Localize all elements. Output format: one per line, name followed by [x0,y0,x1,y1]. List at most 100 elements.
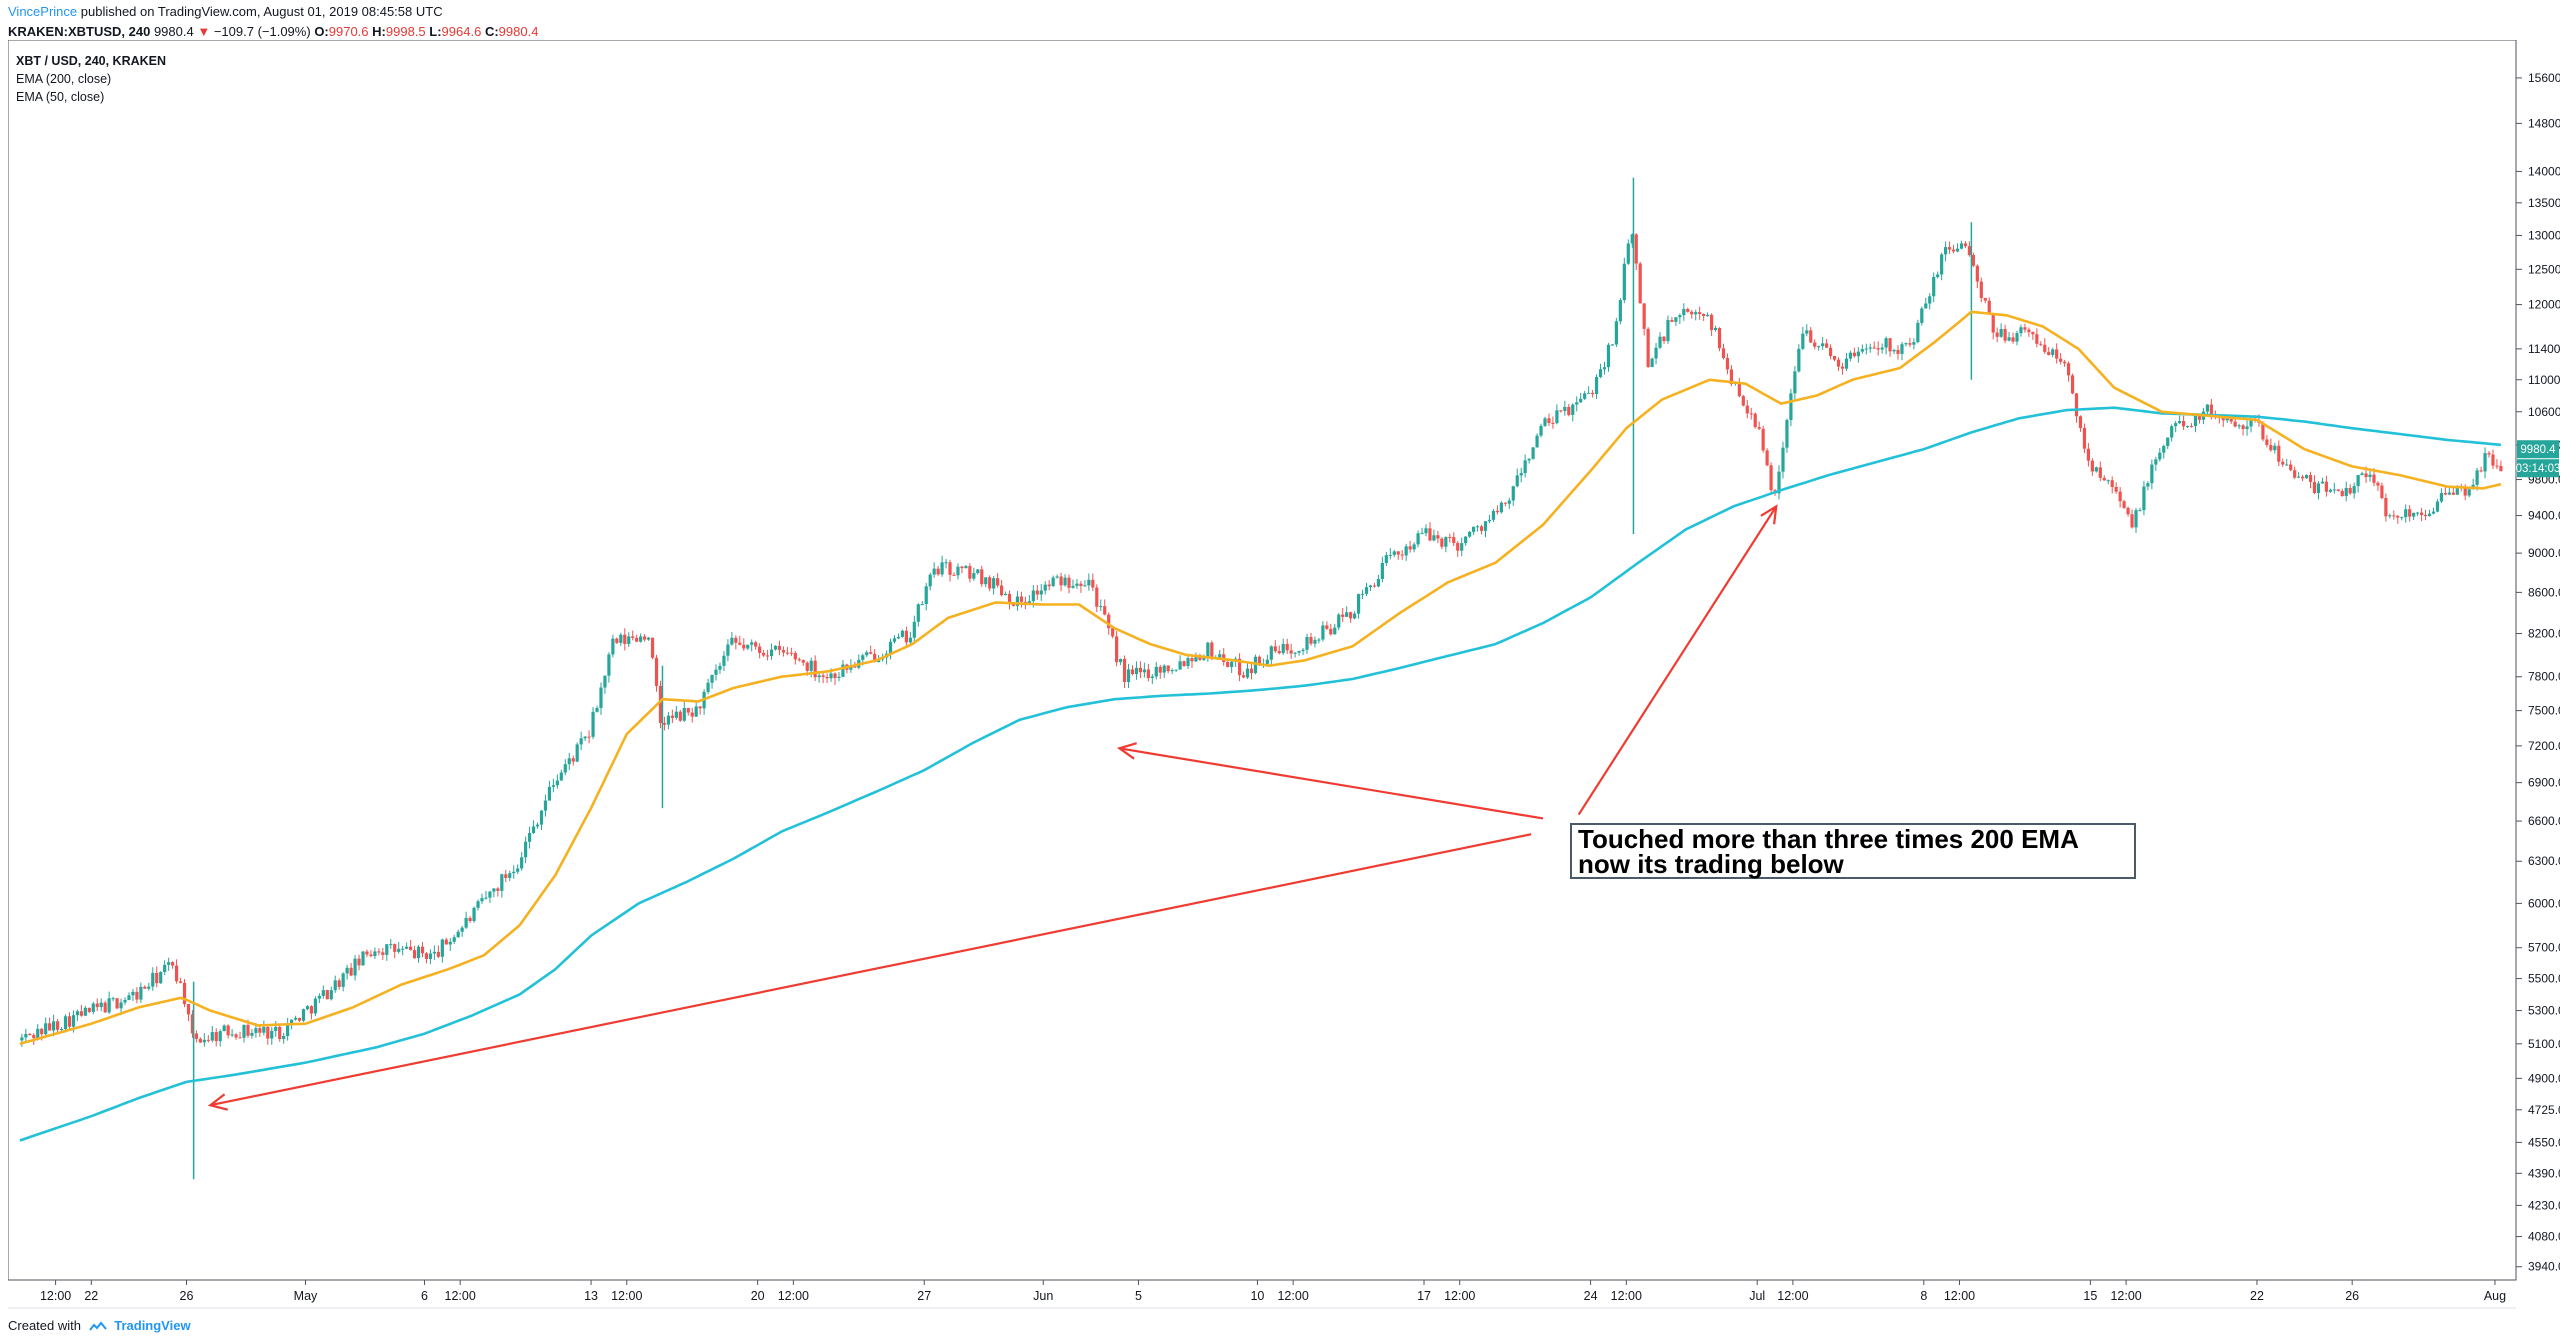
candle-body [912,621,916,638]
candle-body [1511,486,1515,501]
candle-body [1920,308,1924,323]
candle-body [147,986,151,989]
candle-body [2328,489,2332,492]
candle-body [1269,646,1273,660]
candle-body [135,991,139,1000]
candle-body [1995,332,1999,337]
chart-area[interactable]: 3940.0 4080.0 4230.0 4390.0 4550.0 4725.0 4900… [7,39,2568,1321]
candle-body [896,636,901,639]
candle-body [1035,590,1039,595]
candle-body [920,604,924,606]
candle-body [1793,371,1797,394]
candle-body [976,569,980,574]
candle-body [996,578,1000,586]
candle-body [1872,347,1876,349]
candle-body [297,1017,302,1021]
candle-body [1507,500,1511,504]
candle-body [1420,533,1424,535]
candle-body [246,1024,250,1036]
ohlc-line: KRAKEN:XBTUSD, 240 9980.4 ▼ −109.7 (−1.0… [8,24,538,39]
candle-body [1709,314,1714,331]
candle-body [2174,423,2178,427]
tradingview-brand[interactable]: TradingView [114,1318,191,1333]
candle-body [1440,538,1444,547]
candle-body [738,642,742,645]
candle-body [1460,543,1464,551]
candle-body [242,1024,246,1038]
candle-body [1575,402,1579,405]
change-value: −109.7 (−1.09%) [213,24,311,39]
candle-body [99,1002,103,1008]
y-tick-label: 14000.0 [2528,164,2560,178]
x-tick-label: 20 [751,1289,765,1303]
candle-body [2090,460,2094,472]
candle-body [1900,344,1904,354]
candle-body [2352,486,2356,494]
candle-body [2340,490,2344,497]
candle-body [1539,425,1543,436]
candle-body [1543,418,1547,426]
candle-body [87,1007,91,1012]
annotation-box[interactable]: Touched more than three times 200 EMA no… [1570,823,2136,879]
candle-body [1499,502,1503,513]
price-chart[interactable]: 3940.0 4080.0 4230.0 4390.0 4550.0 4725.0 4900… [7,39,2568,1316]
candle-body [1075,583,1079,586]
candle-body [123,999,127,1003]
ema200-line [19,406,2502,1142]
candle-body [908,637,912,643]
candle-body [345,967,349,974]
candle-body [1650,358,1654,368]
candle-body [1884,338,1888,348]
candle-body [222,1025,226,1032]
y-tick-label: 5100.0 [2528,1037,2560,1051]
candle-body [2158,452,2162,460]
legend-ema50[interactable]: EMA (50, close) [16,90,105,104]
candle-body [2221,417,2225,421]
candle-body [313,998,317,1014]
candle-body [412,950,417,959]
candle-body [1702,314,1706,317]
candle-body [932,568,936,575]
candle-body [1749,413,1753,415]
candle-body [1273,646,1277,652]
created-with-label: Created with [8,1318,81,1333]
candle-body [2059,358,2063,362]
candle-body [710,674,714,683]
x-tick-label: 27 [917,1289,931,1303]
candle-body [1563,406,1567,411]
candle-body [1051,577,1055,587]
candle-body [758,646,762,653]
candle-body [2293,470,2297,478]
candle-body [1717,327,1722,349]
candle-body [1979,281,1983,298]
candle-body [2412,512,2416,517]
candle-body [258,1028,262,1033]
candle-body [2304,475,2309,479]
candle-body [1729,369,1734,385]
candle-body [1408,546,1412,550]
candle-body [1654,347,1658,359]
y-tick-label: 4900.0 [2528,1071,2560,1085]
candle-body [2312,481,2317,494]
candle-body [250,1032,254,1036]
candle-body [416,946,421,959]
candle-body [571,758,575,762]
candle-body [888,641,893,654]
candle-body [1305,636,1309,650]
candle-body [325,990,329,1000]
plot-border [7,39,2517,1281]
candle-body [2023,327,2027,330]
candle-body [369,954,373,957]
candle-body [1531,447,1535,459]
candle-body [1416,533,1420,545]
candle-body [103,1002,107,1013]
candle-body [385,944,389,955]
candle-body [484,897,488,899]
author-link[interactable]: VincePrince [8,4,78,19]
candle-body [1618,300,1622,322]
candle-body [420,946,425,954]
y-tick-label: 8600.0 [2528,585,2560,599]
candle-body [1313,639,1317,644]
legend-ema200[interactable]: EMA (200, close) [16,72,112,86]
y-tick-label: 4230.0 [2528,1198,2560,1212]
